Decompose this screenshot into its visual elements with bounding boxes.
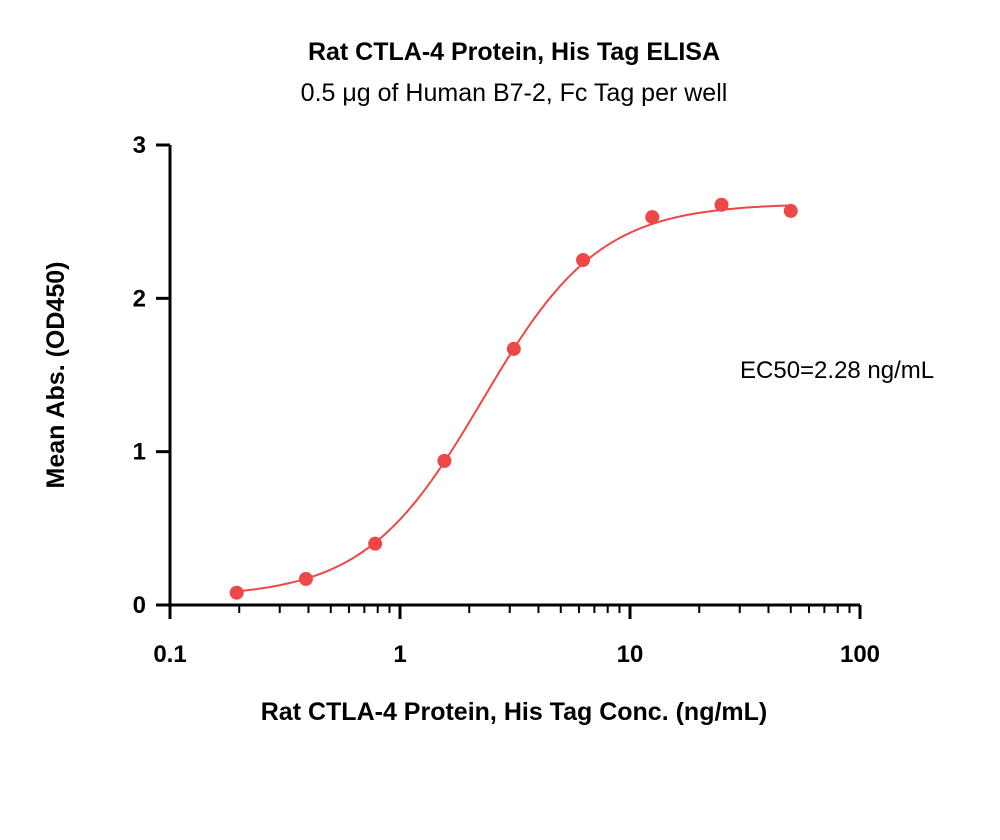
data-point [576,253,591,267]
data-point [645,210,660,225]
y-axis-ticks: 0 1 2 3 [133,132,170,619]
axes [168,145,860,607]
y-tick-label: 0 [133,592,146,619]
data-point [229,585,244,600]
data-point [437,453,452,468]
x-axis-title: Rat CTLA-4 Protein, His Tag Conc. (ng/mL… [261,698,767,726]
y-tick-label: 2 [133,285,146,312]
x-tick-label: 10 [617,641,644,668]
x-tick-label: 0.1 [153,641,186,668]
data-point [368,536,383,551]
y-tick-label: 3 [133,132,146,159]
y-axis-title: Mean Abs. (OD450) [42,262,70,489]
chart-subtitle: 0.5 μg of Human B7-2, Fc Tag per well [301,79,728,107]
data-points-layer [229,197,798,600]
data-point [783,203,798,218]
data-point [298,571,313,586]
ec50-annotation: EC50=2.28 ng/mL [740,357,934,384]
chart-title: Rat CTLA-4 Protein, His Tag ELISA [308,38,720,66]
x-tick-label: 100 [840,641,880,668]
fit-curve [236,204,791,593]
x-tick-label: 1 [393,641,406,668]
fit-curve-layer [236,204,791,593]
data-point [714,197,729,212]
y-tick-label: 1 [133,439,146,466]
data-point [506,341,521,356]
x-axis-ticks: 0.1 1 10 100 [153,605,880,668]
